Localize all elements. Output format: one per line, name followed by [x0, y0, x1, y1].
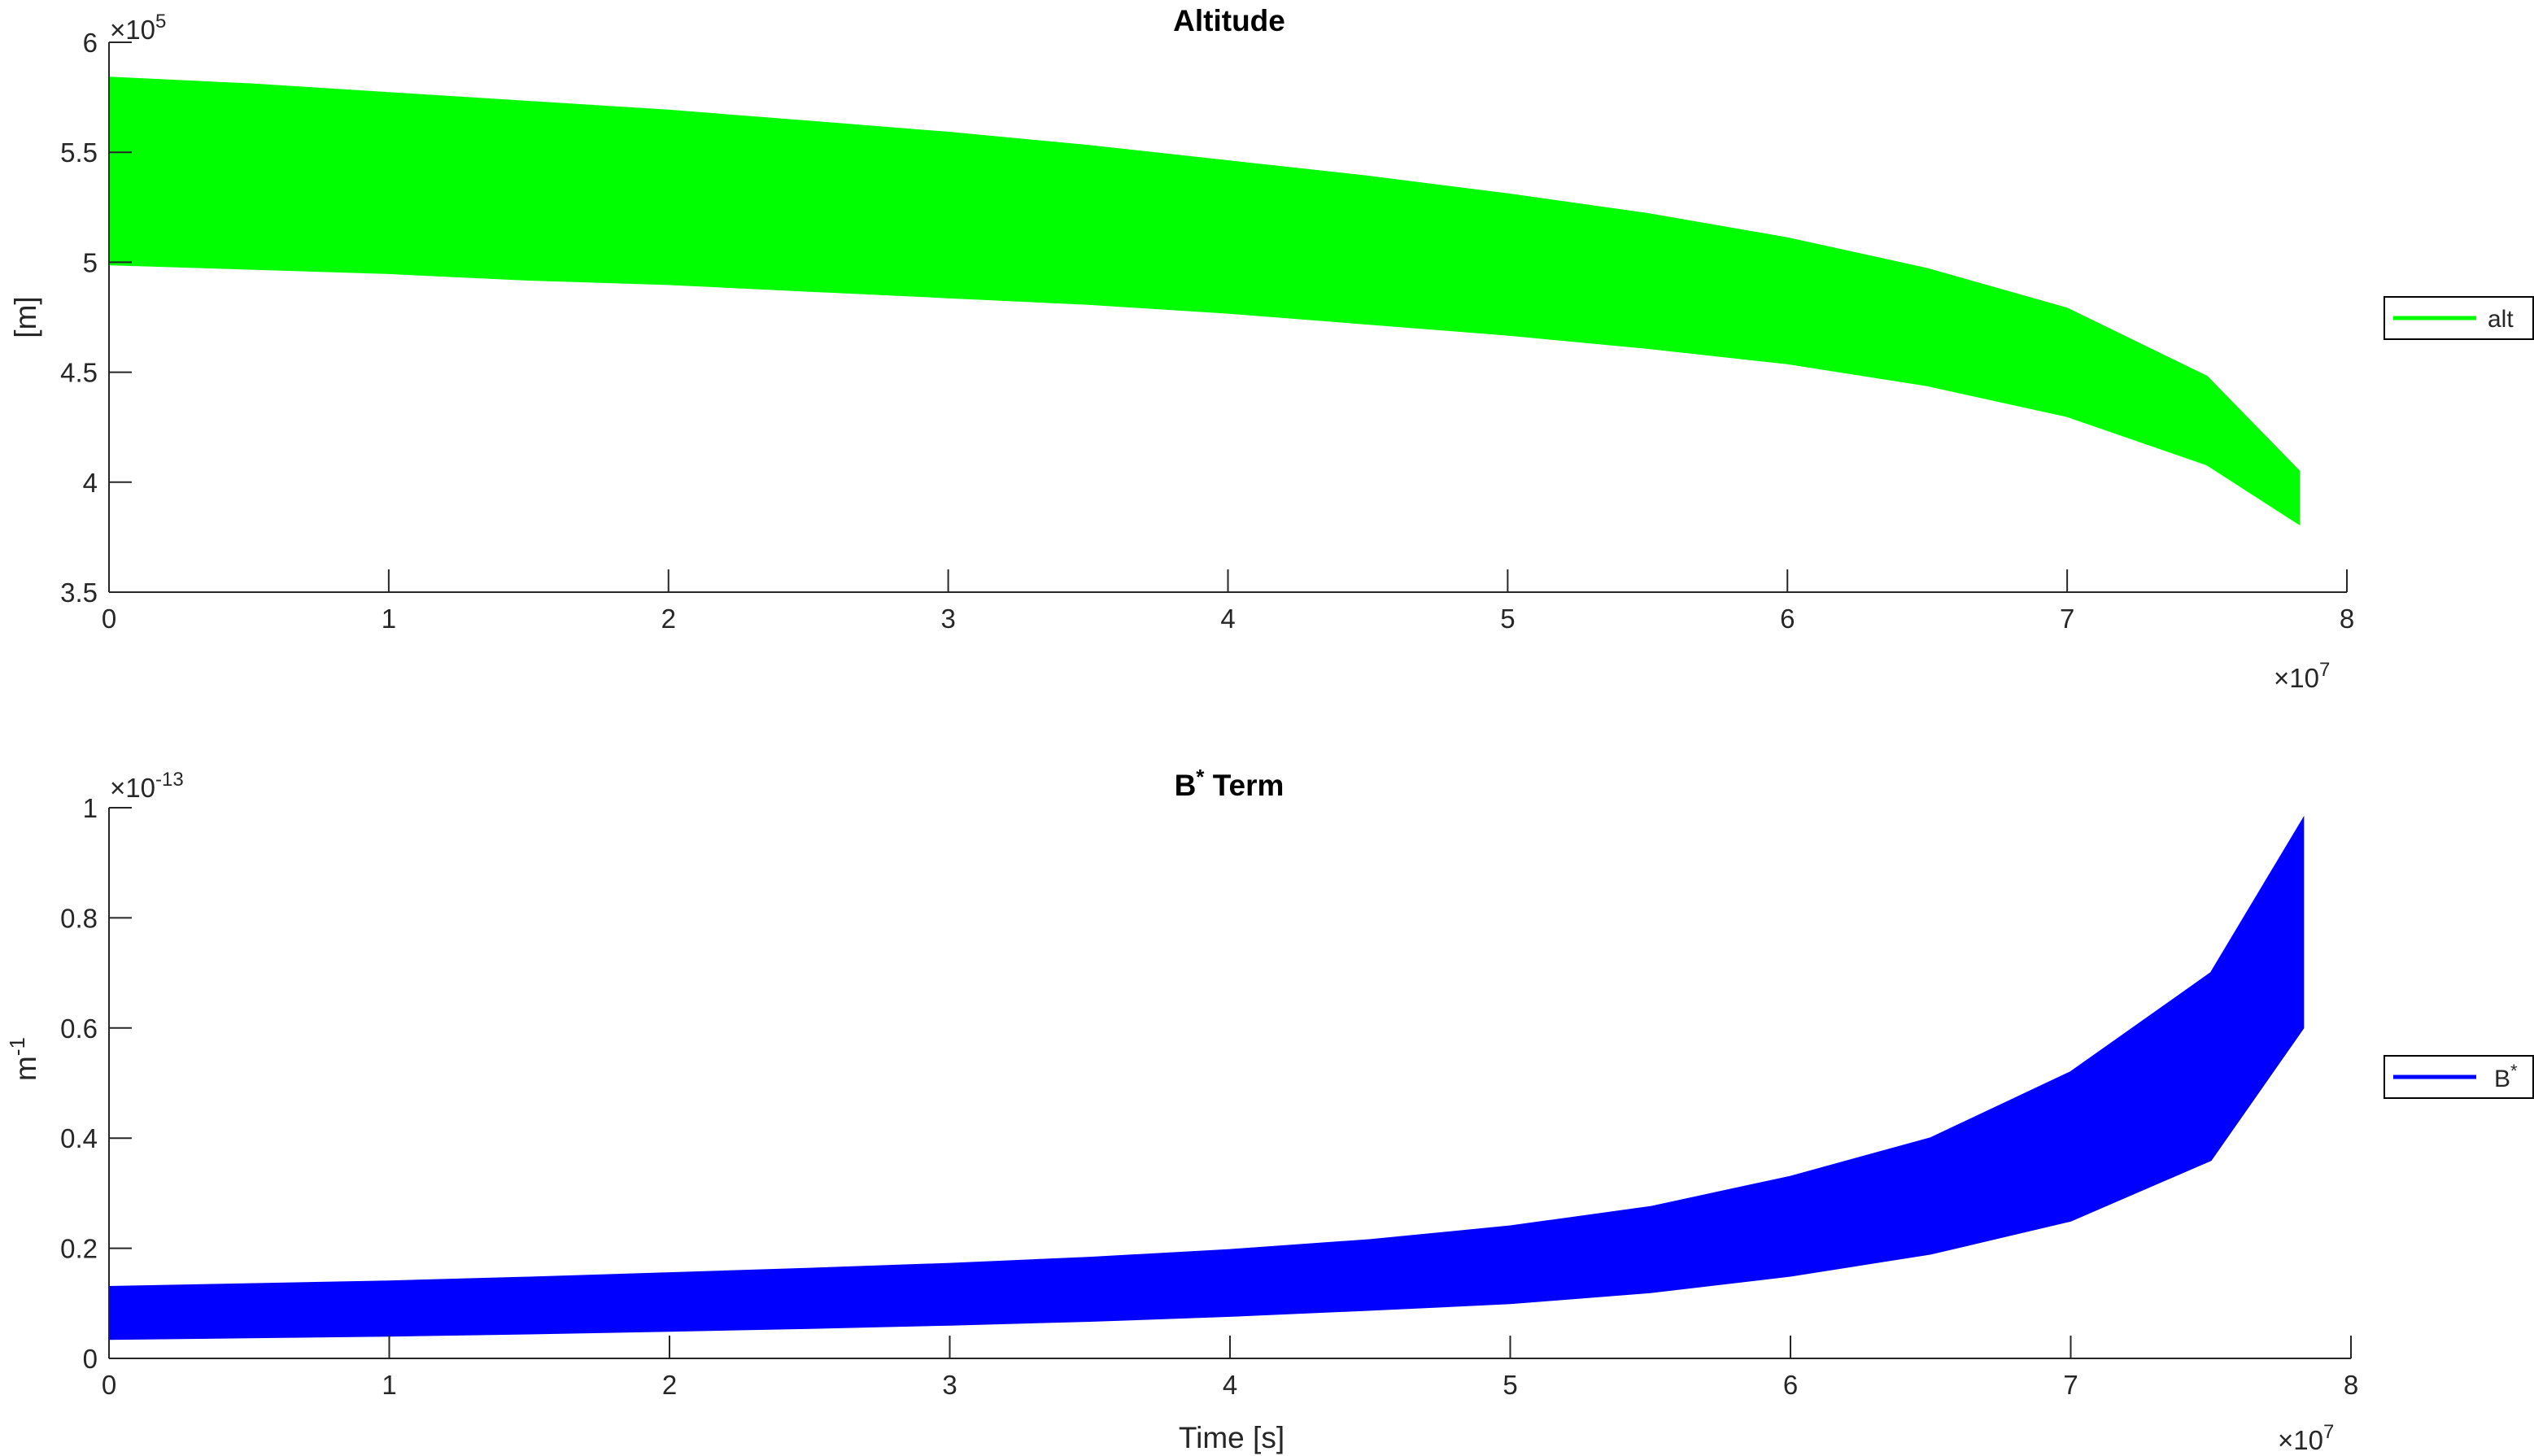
altitude-lower-point: [388, 272, 390, 274]
altitude-lower-point: [248, 268, 250, 270]
altitude-upper-point: [808, 120, 809, 122]
altitude-lower-point: [1367, 323, 1368, 325]
altitude-y-tick-label: 3.5: [60, 578, 98, 608]
altitude-lower-point: [528, 279, 530, 281]
altitude-x-tick-label: 7: [2060, 604, 2074, 634]
altitude-title: Altitude: [1173, 4, 1285, 37]
altitude-subplot: Altitude ×105 [m] ×107 alt 0 1 2 3 4 5 6 7 8 3.5 4…: [9, 4, 2534, 693]
altitude-lower-point: [1926, 385, 1928, 386]
bstar-lower-point: [1089, 1320, 1091, 1322]
bstar-y-tick-label: 0.6: [60, 1014, 98, 1044]
bstar-x-tick-label: 8: [2344, 1370, 2358, 1400]
bstar-upper-point: [669, 1272, 670, 1274]
bstar-lower-point: [949, 1324, 950, 1326]
bstar-x-tick-label: 0: [102, 1370, 116, 1400]
altitude-upper-point: [668, 110, 669, 111]
bstar-subplot: B* Term ×10-13 m-1 Time [s] ×107 B* 0 1 2 3…: [5, 765, 2534, 1455]
altitude-upper-point: [1646, 213, 1648, 215]
bstar-upper-point: [389, 1280, 390, 1282]
bstar-lower-point: [2302, 1027, 2304, 1029]
altitude-x-tick-label: 6: [1780, 604, 1795, 634]
bstar-lower-point: [1650, 1292, 1651, 1293]
bstar-x-tick-label: 6: [1783, 1370, 1798, 1400]
altitude-x-tick-label: 1: [382, 604, 396, 634]
bstar-lower-point: [529, 1333, 530, 1335]
bstar-y-tick-label: 1: [83, 793, 98, 823]
altitude-legend: alt: [2384, 296, 2534, 340]
bstar-upper-point: [529, 1276, 530, 1278]
bstar-lower-point: [669, 1330, 670, 1332]
altitude-lower-point: [808, 290, 809, 292]
bstar-y-tick-label: 0.8: [60, 903, 98, 933]
bstar-y-tick-label: 0.4: [60, 1123, 98, 1153]
altitude-lower-point: [2206, 464, 2208, 465]
bstar-upper-point: [2210, 972, 2212, 974]
bstar-upper-point: [809, 1268, 810, 1270]
bstar-legend-label: B*: [2494, 1061, 2518, 1092]
altitude-upper-point: [248, 83, 250, 85]
bstar-x-axis-label: Time [s]: [1179, 1421, 1284, 1454]
bstar-x-tick-label: 5: [1503, 1370, 1517, 1400]
altitude-lower-point: [668, 283, 669, 285]
bstar-upper-point: [1650, 1206, 1651, 1208]
altitude-x-exponent: ×107: [2274, 659, 2330, 693]
bstar-title: B* Term: [1175, 765, 1284, 802]
bstar-x-tick-label: 1: [382, 1370, 396, 1400]
altitude-x-tick-label: 3: [940, 604, 955, 634]
altitude-y-tick-label: 5.5: [60, 137, 98, 168]
altitude-x-tick-label: 4: [1220, 604, 1235, 634]
bstar-y-tick-label: 0.2: [60, 1234, 98, 1264]
bstar-y-tick-label: 0: [83, 1344, 98, 1374]
bstar-lower-point: [2210, 1159, 2212, 1161]
altitude-lower-point: [1646, 347, 1648, 349]
altitude-upper-point: [2066, 307, 2068, 309]
altitude-lower-point: [948, 297, 949, 299]
altitude-y-exponent: ×105: [110, 11, 166, 45]
altitude-x-tick-label: 8: [2340, 604, 2354, 634]
altitude-x-tick-label: 5: [1500, 604, 1515, 634]
bstar-y-axis-label: m-1: [5, 1037, 42, 1081]
bstar-upper-point: [2070, 1071, 2071, 1073]
altitude-lower-point: [2299, 523, 2301, 525]
altitude-legend-label: alt: [2488, 306, 2514, 333]
bstar-x-exponent: ×107: [2278, 1421, 2334, 1455]
altitude-x-tick-label: 0: [102, 604, 116, 634]
bstar-x-tick-label: 2: [662, 1370, 677, 1400]
altitude-y-axis-label: [m]: [9, 296, 42, 338]
altitude-x-tick-label: 2: [661, 604, 676, 634]
bstar-upper-point: [1790, 1176, 1791, 1178]
bstar-legend: B*: [2384, 1055, 2534, 1099]
altitude-lower-point: [1786, 363, 1788, 364]
bstar-lower-point: [1229, 1315, 1231, 1317]
bstar-upper-point: [1229, 1249, 1231, 1251]
altitude-upper-point: [1926, 268, 1928, 270]
bstar-lower-point: [809, 1327, 810, 1329]
altitude-series-band: [108, 76, 2301, 526]
bstar-upper-point: [1930, 1137, 1931, 1139]
altitude-y-tick-label: 6: [83, 28, 98, 58]
altitude-upper-point: [948, 132, 949, 133]
bstar-lower-point: [248, 1336, 250, 1338]
altitude-lower-point: [1507, 334, 1508, 336]
bstar-upper-point: [949, 1263, 950, 1265]
bstar-x-tick-label: 4: [1223, 1370, 1237, 1400]
bstar-lower-point: [1510, 1302, 1511, 1304]
altitude-upper-point: [1367, 176, 1368, 177]
bstar-x-tick-label: 3: [942, 1370, 957, 1400]
bstar-lower-point: [2070, 1220, 2071, 1222]
altitude-upper-point: [2299, 470, 2301, 472]
altitude-y-tick-label: 5: [83, 247, 98, 277]
bstar-x-tick-label: 7: [2063, 1370, 2078, 1400]
altitude-y-tick-label: 4: [83, 468, 98, 498]
bstar-y-exponent: ×10-13: [110, 769, 184, 803]
bstar-lower-point: [1930, 1253, 1931, 1254]
altitude-upper-point: [388, 92, 390, 94]
altitude-y-tick-label: 4.5: [60, 358, 98, 388]
bstar-upper-point: [1510, 1226, 1511, 1227]
bstar-lower-point: [1790, 1275, 1791, 1276]
bstar-upper-point: [2302, 818, 2304, 820]
bstar-series-band: [108, 815, 2305, 1340]
